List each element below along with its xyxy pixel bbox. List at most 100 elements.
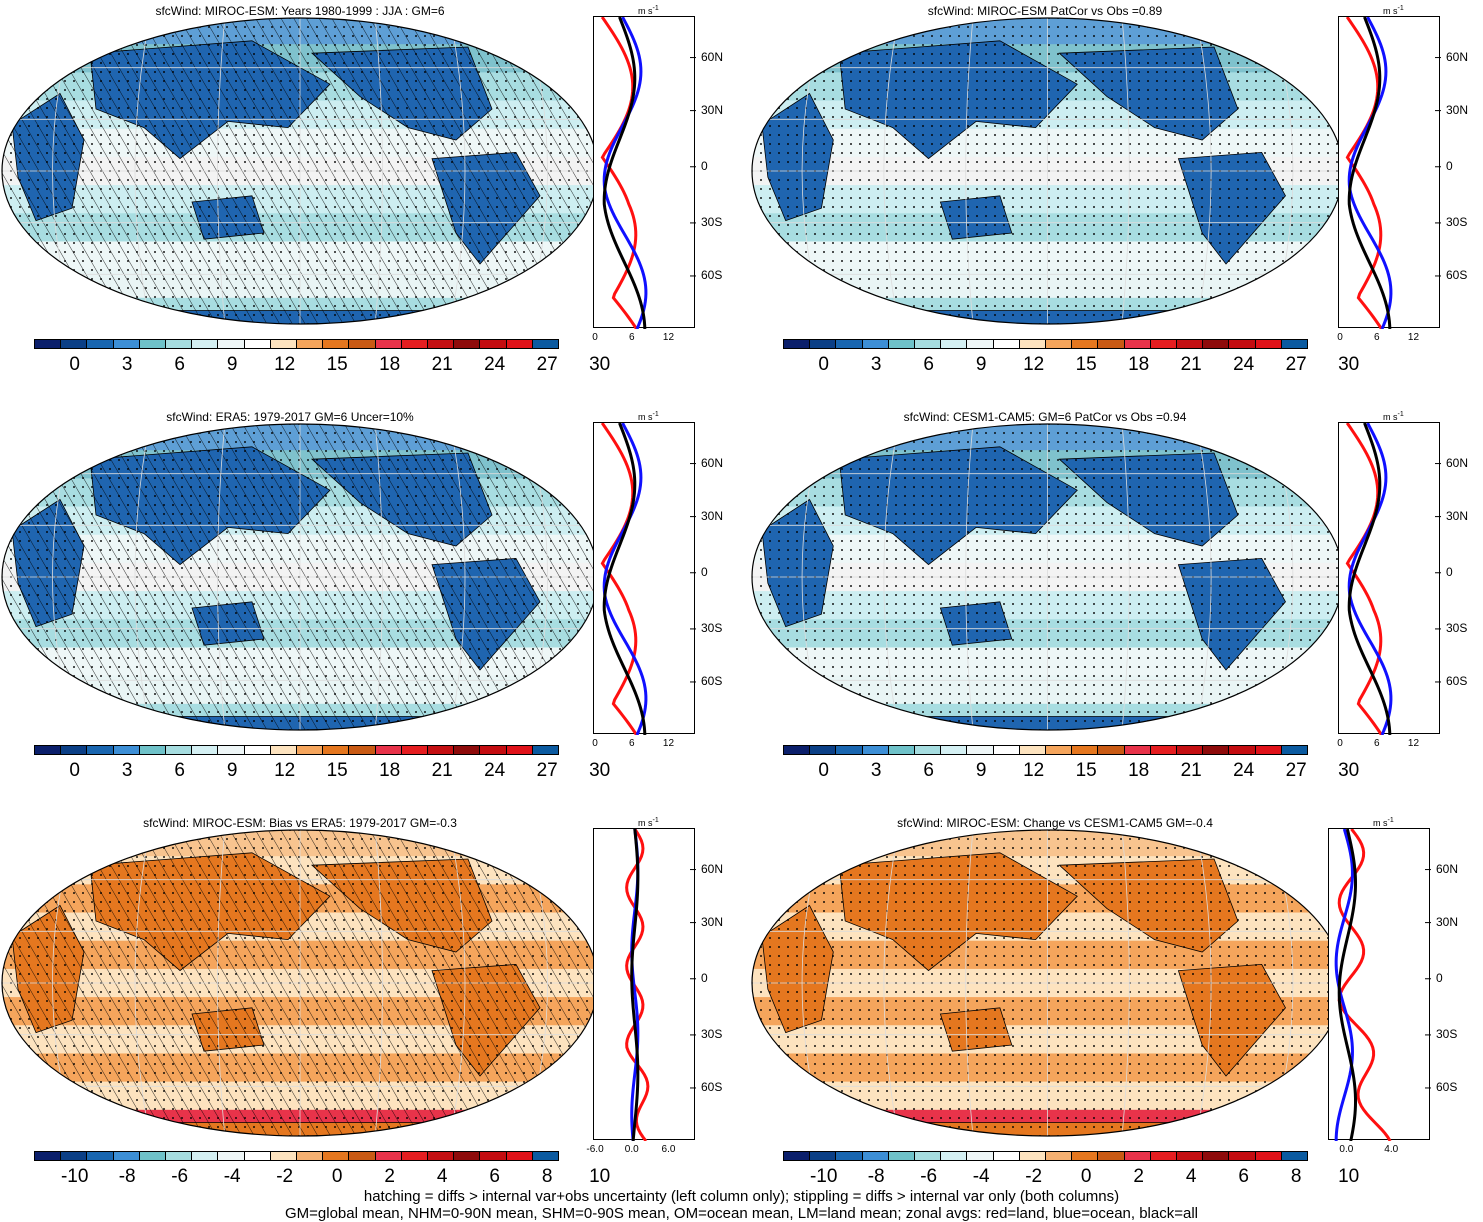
colorbar-tick-label: 21: [431, 760, 453, 781]
colorbar-swatch: [1046, 746, 1073, 754]
colorbar-swatch: [1124, 1152, 1151, 1160]
colorbar-tick-label: 12: [274, 354, 296, 375]
colorbar-tick-label: 21: [1180, 760, 1202, 781]
latitude-tick-label: 30S: [701, 214, 723, 229]
panel-5: sfcWind: MIROC-ESM: Bias vs ERA5: 1979-2…: [0, 812, 740, 1192]
colorbar-tick-label: 0: [69, 354, 80, 375]
zonal-x-tick-label: 0: [592, 332, 598, 343]
colorbar-swatch: [375, 1152, 402, 1160]
colorbar-swatch: [297, 1152, 324, 1160]
zonal-x-tick-label: 6: [628, 738, 635, 749]
colorbar-swatch: [270, 340, 298, 348]
colorbar-swatch: [192, 746, 219, 754]
zonal-x-tick-label: 0: [1337, 738, 1343, 749]
colorbar-tick-label: 30: [1338, 760, 1360, 781]
red-zonal-line: [600, 17, 638, 329]
latitude-tick-label: 60S: [701, 1079, 723, 1094]
map-title: sfcWind: MIROC-ESM PatCor vs Obs =0.89: [927, 4, 1163, 18]
colorbar-swatch: [1255, 340, 1282, 348]
colorbar-swatch: [888, 340, 916, 348]
colorbar-tick-label: 0: [818, 760, 829, 781]
zonal-plot-box: [593, 422, 696, 735]
colorbar-swatch: [349, 746, 376, 754]
colorbar: [783, 745, 1308, 755]
zonal-x-tick-label: -6.0: [586, 1144, 604, 1155]
colorbar-swatch: [480, 1152, 507, 1160]
colorbar-swatch: [454, 746, 481, 754]
colorbar-swatch: [166, 1152, 193, 1160]
latitude-tick-label: 0: [1446, 158, 1453, 173]
colorbar-swatch: [836, 746, 863, 754]
map-plot: [751, 17, 1344, 325]
colorbar-swatch: [784, 340, 811, 348]
colorbar-swatch: [35, 340, 62, 348]
colorbar-tick-label: 30: [1338, 354, 1360, 375]
panel-1: sfcWind: MIROC-ESM: Years 1980-1999 : JJ…: [0, 0, 740, 390]
colorbar: [34, 1151, 559, 1161]
colorbar: [34, 339, 559, 349]
unit-label: m s-1: [638, 5, 659, 16]
panel-2: sfcWind: MIROC-ESM PatCor vs Obs =0.89 0…: [745, 0, 1483, 390]
zonal-x-tick-label: 6: [628, 332, 635, 343]
zonal-x-tick-label: 6: [1373, 332, 1380, 343]
zonal-x-tick-label: 4.0: [1384, 1144, 1399, 1155]
latitude-tick-label: 30S: [701, 1026, 723, 1041]
colorbar-swatch: [1203, 340, 1230, 348]
colorbar-swatch: [1072, 746, 1099, 754]
colorbar-swatch: [480, 340, 507, 348]
colorbar-swatch: [862, 1152, 889, 1160]
colorbar-swatch: [532, 340, 559, 348]
panel-3: sfcWind: ERA5: 1979-2017 GM=6 Uncer=10% …: [0, 406, 740, 796]
zonal-mean-plot: 60N 30N 0 30S 60S m s-1 0 6 12: [1337, 5, 1483, 353]
colorbar-tick-label: 2: [1133, 1166, 1144, 1187]
colorbar-tick-label: 3: [870, 760, 882, 781]
zonal-x-tick-label: 12: [662, 738, 675, 749]
colorbar-swatch: [915, 340, 942, 348]
latitude-tick-label: 0: [701, 970, 708, 985]
map-title: sfcWind: MIROC-ESM: Bias vs ERA5: 1979-2…: [143, 816, 457, 830]
colorbar-swatch: [941, 340, 968, 348]
colorbar-tick-label: 18: [1128, 760, 1150, 781]
latitude-tick-label: 0: [701, 158, 708, 173]
colorbar-tick-label: 12: [274, 760, 296, 781]
latitude-tick-label: 30N: [701, 102, 724, 117]
colorbar-tick-label: 18: [379, 760, 401, 781]
colorbar-swatch: [941, 1152, 968, 1160]
colorbar-tick-label: 0: [818, 354, 829, 375]
colorbar-swatch: [1150, 1152, 1178, 1160]
colorbar-tick-label: 4: [1185, 1166, 1197, 1187]
colorbar-swatch: [888, 746, 916, 754]
colorbar: [34, 745, 559, 755]
colorbar-swatch: [218, 1152, 245, 1160]
colorbar-swatch: [87, 340, 114, 348]
colorbar-tick-label: 24: [1233, 760, 1255, 781]
colorbar-swatch: [1150, 746, 1178, 754]
colorbar-swatch: [113, 746, 140, 754]
colorbar-tick-label: 0: [1080, 1166, 1092, 1187]
map-title: sfcWind: CESM1-CAM5: GM=6 PatCor vs Obs …: [903, 410, 1187, 424]
latitude-tick-label: 0: [1436, 970, 1443, 985]
colorbar-swatch: [35, 1152, 62, 1160]
colorbar-tick-label: 10: [1338, 1166, 1360, 1187]
latitude-tick-label: 60S: [1446, 673, 1468, 688]
colorbar-swatch: [1177, 1152, 1204, 1160]
colorbar-swatch: [297, 746, 324, 754]
colorbar-swatch: [480, 746, 507, 754]
latitude-tick-label: 0: [1446, 564, 1453, 579]
colorbar-swatch: [1281, 340, 1308, 348]
map-title: sfcWind: MIROC-ESM: Change vs CESM1-CAM5…: [897, 816, 1213, 830]
colorbar-swatch: [270, 746, 298, 754]
colorbar-swatch: [810, 1152, 837, 1160]
colorbar-swatch: [428, 1152, 455, 1160]
colorbar-swatch: [1072, 1152, 1099, 1160]
colorbar-swatch: [941, 746, 968, 754]
colorbar-tick-label: 3: [870, 354, 882, 375]
colorbar-tick-label: 18: [379, 354, 401, 375]
panel-6: sfcWind: MIROC-ESM: Change vs CESM1-CAM5…: [745, 812, 1483, 1192]
colorbar-tick-label: 27: [1285, 354, 1307, 375]
colorbar-swatch: [218, 340, 245, 348]
colorbar-swatch: [1019, 1152, 1047, 1160]
colorbar-tick-label: -10: [809, 1166, 838, 1187]
colorbar-swatch: [862, 340, 889, 348]
red-zonal-line: [1345, 17, 1383, 329]
